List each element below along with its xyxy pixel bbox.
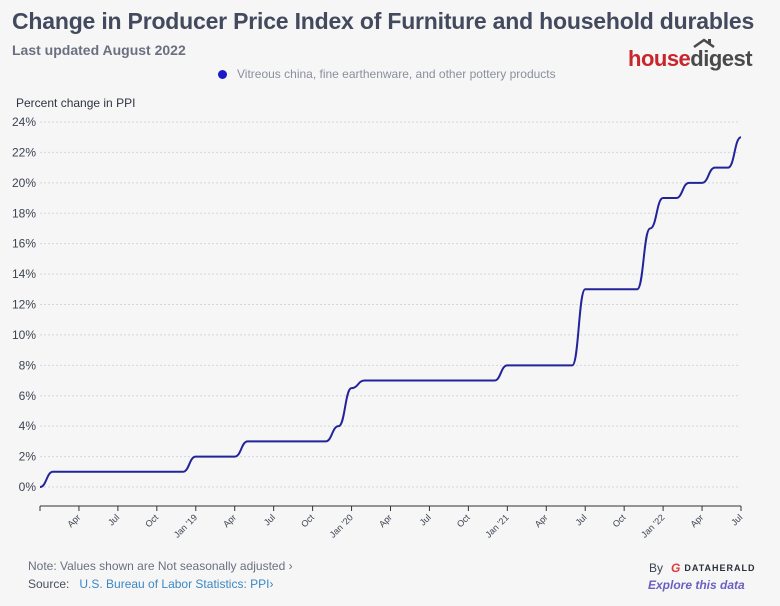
source-link[interactable]: U.S. Bureau of Labor Statistics: PPI› [79, 577, 274, 591]
x-tick-label: Oct [611, 512, 628, 529]
x-tick-label: Jul [262, 512, 277, 527]
y-tick-label: 6% [19, 389, 37, 403]
x-tick-label: Jan '22 [639, 512, 666, 539]
note[interactable]: Note: Values shown are Not seasonally ad… [28, 559, 293, 573]
x-tick-label: Apr [688, 512, 705, 529]
explore-data-link[interactable]: Explore this data [648, 578, 745, 592]
y-tick-label: 2% [19, 450, 37, 464]
dataherald-brand: DATAHERALD [684, 563, 756, 573]
y-tick-label: 10% [12, 328, 36, 342]
chart-subtitle: Last updated August 2022 [12, 42, 186, 58]
x-tick-label: Jul [106, 512, 121, 527]
y-axis-label: Percent change in PPI [16, 96, 136, 110]
y-tick-label: 20% [12, 176, 36, 190]
x-tick-label: Jan '19 [172, 512, 199, 539]
house-roof-icon [693, 38, 716, 48]
chart-title: Change in Producer Price Index of Furnit… [12, 8, 755, 34]
x-tick-label: Oct [143, 512, 160, 529]
x-tick-label: Jul [418, 512, 433, 527]
y-tick-label: 14% [12, 267, 36, 281]
y-tick-label: 22% [12, 145, 36, 159]
x-tick-label: Apr [533, 512, 550, 529]
x-axis: Apr Jul Oct Jan '19 Apr Jul Oct Jan '20 Apr Jul Oc… [39, 505, 744, 540]
y-tick-label: 24% [12, 115, 36, 129]
housedigest-logo: house digest [628, 38, 753, 72]
source-line: Source: U.S. Bureau of Labor Statistics: … [28, 577, 273, 591]
y-tick-label: 16% [12, 237, 36, 251]
x-tick-label: Oct [299, 512, 316, 529]
y-tick-label: 4% [19, 419, 37, 433]
x-tick-label: Apr [377, 512, 394, 529]
chevron-right-icon: › [288, 559, 293, 573]
chevron-right-icon: › [269, 577, 274, 591]
y-tick-label: 0% [19, 480, 37, 494]
x-tick-label: Oct [455, 512, 472, 529]
logo-digest: digest [690, 38, 753, 71]
gridlines [40, 121, 740, 488]
dataherald-logo-icon: G [671, 561, 681, 575]
x-tick-label: Jul [573, 512, 588, 527]
x-tick-label: Jan '20 [328, 512, 355, 539]
legend-label: Vitreous china, fine earthenware, and ot… [237, 67, 556, 81]
x-tick-label: Jul [729, 512, 744, 527]
source-label: Source: [28, 577, 70, 591]
y-axis-ticks: 0% 2% 4% 6% 8% 10% 12% 14% 16% 18% 20% 22% 24% [12, 115, 36, 494]
x-tick-label: Jan '21 [483, 512, 510, 539]
attribution: By G DATAHERALD [649, 561, 756, 575]
legend-marker [218, 69, 227, 79]
x-tick-label: Apr [65, 512, 82, 529]
x-tick-label: Apr [221, 512, 238, 529]
y-tick-label: 18% [12, 206, 36, 220]
series-line[interactable] [39, 136, 742, 488]
y-tick-label: 8% [19, 358, 37, 372]
logo-house: house [628, 46, 691, 71]
legend[interactable]: Vitreous china, fine earthenware, and ot… [218, 67, 556, 81]
y-tick-label: 12% [12, 298, 36, 312]
